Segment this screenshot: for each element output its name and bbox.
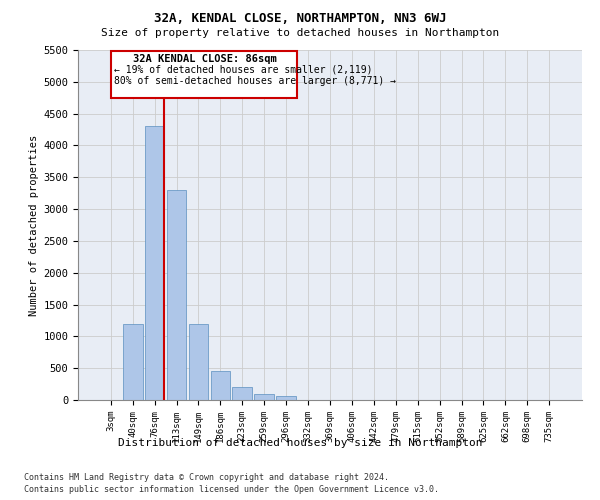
Text: 32A, KENDAL CLOSE, NORTHAMPTON, NN3 6WJ: 32A, KENDAL CLOSE, NORTHAMPTON, NN3 6WJ [154, 12, 446, 26]
FancyBboxPatch shape [111, 52, 298, 98]
Bar [254, 394, 274, 400]
Text: 80% of semi-detached houses are larger (8,771) →: 80% of semi-detached houses are larger (… [114, 76, 396, 86]
Bar [232, 388, 252, 400]
Bar [188, 324, 208, 400]
Text: ← 19% of detached houses are smaller (2,119): ← 19% of detached houses are smaller (2,… [114, 64, 373, 74]
Text: Contains HM Land Registry data © Crown copyright and database right 2024.: Contains HM Land Registry data © Crown c… [24, 472, 389, 482]
Text: Contains public sector information licensed under the Open Government Licence v3: Contains public sector information licen… [24, 485, 439, 494]
Text: Distribution of detached houses by size in Northampton: Distribution of detached houses by size … [118, 438, 482, 448]
Text: Size of property relative to detached houses in Northampton: Size of property relative to detached ho… [101, 28, 499, 38]
Bar [123, 324, 143, 400]
Y-axis label: Number of detached properties: Number of detached properties [29, 134, 39, 316]
Bar [145, 126, 164, 400]
Bar [276, 396, 296, 400]
Bar [167, 190, 187, 400]
Bar [211, 372, 230, 400]
Text: 32A KENDAL CLOSE: 86sqm: 32A KENDAL CLOSE: 86sqm [133, 54, 277, 64]
